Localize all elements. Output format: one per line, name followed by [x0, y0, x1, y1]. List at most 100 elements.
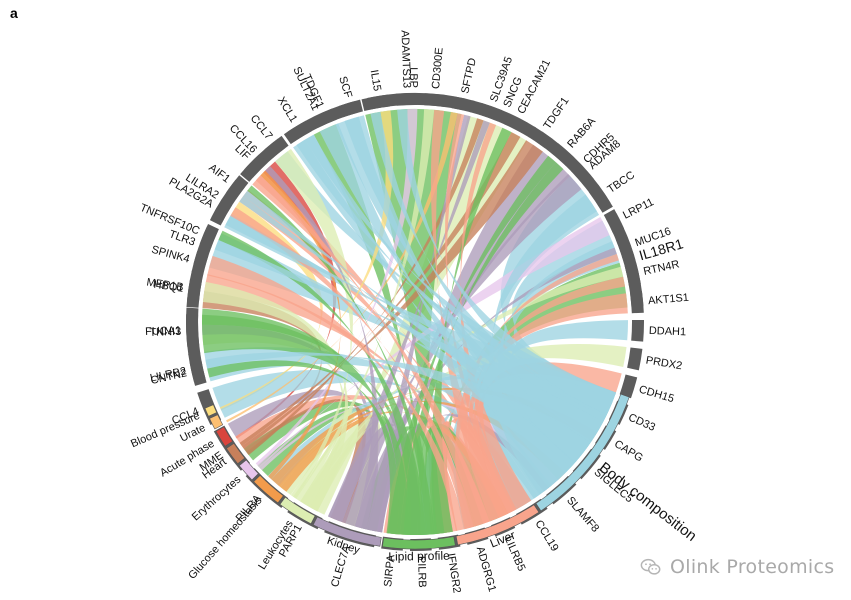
chord-ribbon	[205, 351, 591, 468]
category-arc	[312, 516, 382, 547]
category-arc	[455, 504, 540, 546]
protein-arc	[528, 126, 553, 149]
protein-arc	[367, 94, 390, 110]
protein-label: HBQ1	[153, 279, 184, 295]
category-arc	[535, 393, 630, 512]
protein-arc	[624, 262, 641, 286]
watermark-text: Olink Proteomics	[670, 556, 835, 578]
protein-arc	[550, 143, 575, 167]
protein-label: CNTN2	[150, 367, 188, 387]
category-arc	[253, 474, 284, 504]
category-arc	[238, 459, 259, 481]
chord-ribbon	[243, 190, 592, 463]
protein-arc	[287, 120, 312, 142]
protein-label: CCL19	[532, 518, 560, 553]
protein-label: CD300E	[430, 47, 446, 89]
protein-arc	[619, 374, 638, 399]
wechat-logo-icon	[640, 558, 661, 575]
chord-ribbon	[257, 407, 401, 535]
protein-arc	[424, 93, 447, 108]
protein-label: ADGRG1	[474, 545, 498, 593]
protein-label: MEP1B	[146, 276, 185, 293]
protein-arc	[191, 250, 209, 275]
protein-arc	[264, 135, 289, 159]
protein-arc	[226, 175, 249, 200]
protein-label: IL15	[368, 69, 383, 92]
protein-arc	[571, 162, 594, 187]
chord-ribbon	[225, 215, 617, 422]
protein-arc	[478, 102, 503, 122]
chord-ribbon	[370, 144, 571, 533]
protein-arc	[187, 278, 202, 302]
category-label: Lipid profile	[388, 549, 450, 564]
chord-ribbon	[255, 175, 491, 527]
category-arc	[209, 414, 224, 430]
protein-label: CDH15	[637, 383, 675, 405]
chord-ribbon	[397, 109, 617, 415]
protein-label: AKT1S1	[648, 292, 690, 308]
chord-ribbon	[327, 120, 490, 523]
protein-arc	[451, 96, 475, 113]
chord-ribbon	[214, 240, 604, 443]
protein-label: CAPG	[612, 438, 645, 464]
protein-arc	[503, 113, 529, 134]
protein-label: CCL7	[248, 113, 275, 143]
protein-label: LBP	[407, 67, 419, 88]
protein-label: LRP11	[621, 196, 656, 222]
protein-arc	[243, 154, 268, 178]
category-arc	[279, 496, 316, 525]
protein-label: SLAMF8	[564, 495, 601, 535]
chord-ribbon	[275, 148, 353, 499]
chord-ribbon	[209, 233, 593, 466]
protein-arc	[630, 291, 644, 314]
chord-ribbon	[445, 113, 518, 514]
protein-arc	[189, 360, 206, 382]
protein-arc	[339, 99, 363, 118]
protein-label: ADAMTS13	[398, 30, 412, 88]
chord-ribbon	[460, 122, 532, 509]
protein-label: TDGF1	[541, 95, 571, 132]
chord-ribbons	[202, 108, 628, 536]
chord-ribbon	[265, 165, 379, 530]
chord-ribbon	[477, 362, 622, 516]
category-arc	[204, 404, 218, 417]
protein-label: XCL1	[275, 95, 299, 125]
protein-arc	[185, 307, 201, 356]
protein-label: CD33	[626, 411, 657, 433]
chord-ribbon	[431, 127, 512, 535]
category-label: Body composition	[596, 459, 700, 545]
protein-label: AIF1	[206, 162, 232, 186]
protein-arc	[312, 108, 337, 128]
protein-arc	[395, 93, 418, 106]
panel-letter: a	[10, 5, 18, 21]
protein-arc	[631, 319, 644, 342]
protein-label: TNNI3	[149, 326, 181, 339]
protein-label: TBCC	[605, 169, 637, 196]
chord-ribbon	[430, 109, 508, 522]
protein-label: SPINK4	[150, 244, 191, 266]
protein-arc	[588, 184, 611, 210]
protein-label: SIRPA	[382, 554, 397, 588]
category-arc	[382, 536, 456, 550]
watermark: Olink Proteomics	[640, 554, 834, 580]
category-arc	[215, 426, 233, 447]
protein-arc	[211, 198, 233, 223]
chord-ribbon	[260, 170, 341, 480]
protein-arc	[615, 235, 635, 260]
protein-arc	[627, 347, 643, 371]
protein-arc	[603, 209, 625, 234]
category-arc	[226, 442, 246, 465]
chord-ribbon	[241, 140, 543, 450]
protein-label: PRDX2	[645, 354, 683, 372]
protein-label: DDAH1	[649, 325, 687, 338]
protein-label: SCF	[336, 75, 354, 100]
protein-label: SFTPD	[459, 57, 478, 95]
chord-ribbon	[239, 196, 576, 480]
protein-arc	[199, 223, 219, 249]
chord-ribbon	[440, 262, 628, 534]
chord-ribbon	[489, 194, 597, 495]
protein-label: PILRB	[415, 556, 428, 588]
chord-arcs	[185, 92, 644, 551]
chord-ribbon	[258, 217, 610, 469]
